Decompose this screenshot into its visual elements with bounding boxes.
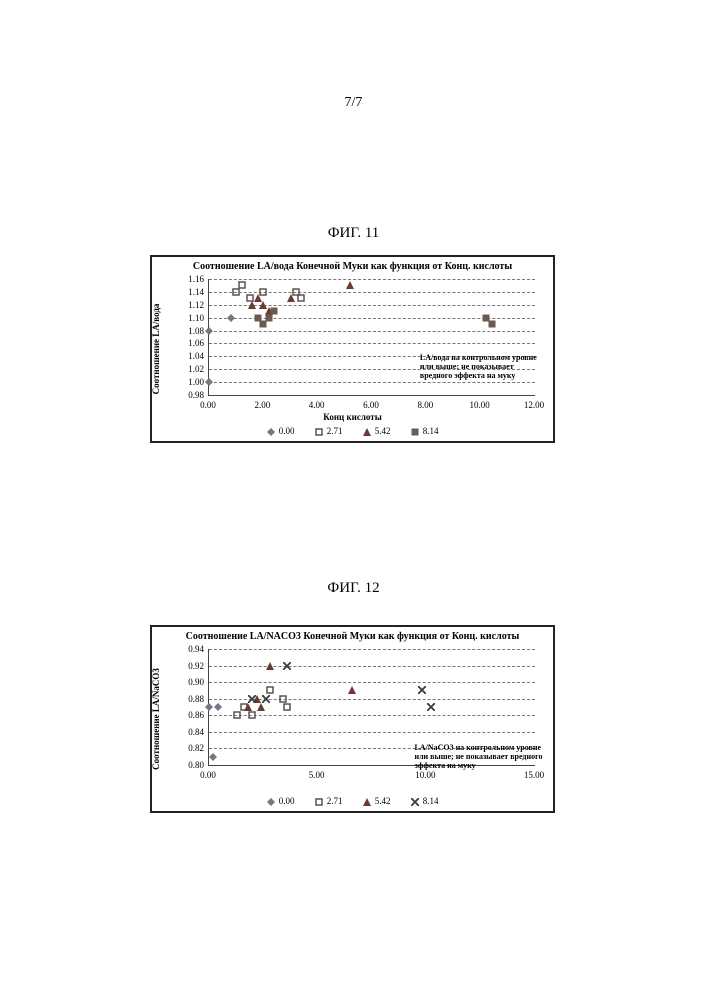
data-point <box>248 690 256 708</box>
y-tick: 1.12 <box>160 300 204 310</box>
x-tick: 10.00 <box>415 770 435 780</box>
legend-item: 0.00 <box>267 426 295 436</box>
data-point <box>262 690 270 708</box>
figure-11-chart: Соотношение LA/вода Конечной Муки как фу… <box>150 255 555 443</box>
x-tick: 0.00 <box>200 400 216 410</box>
legend-item: 2.71 <box>315 426 343 436</box>
data-point <box>270 302 278 320</box>
data-point <box>297 289 305 307</box>
data-point <box>266 657 274 675</box>
x-tick: 4.00 <box>309 400 325 410</box>
data-point <box>427 698 435 716</box>
x-tick: 15.00 <box>524 770 544 780</box>
figure-12-label: ФИГ. 12 <box>0 580 707 597</box>
data-point <box>214 698 222 716</box>
chart-title: Соотношение LA/NACO3 Конечной Муки как ф… <box>152 627 553 642</box>
data-point <box>283 698 291 716</box>
figure-12-chart: Соотношение LA/NACO3 Конечной Муки как ф… <box>150 625 555 813</box>
legend: 0.00 2.71 5.42 8.14 <box>152 794 553 811</box>
x-tick: 0.00 <box>200 770 216 780</box>
x-tick: 12.00 <box>524 400 544 410</box>
data-point <box>227 309 235 327</box>
data-point <box>283 657 291 675</box>
y-tick: 1.02 <box>160 364 204 374</box>
y-tick: 1.06 <box>160 338 204 348</box>
y-tick: 0.86 <box>160 710 204 720</box>
legend-item: 2.71 <box>315 796 343 806</box>
plot-wrap: Соотношение LA/NaCO3 0.800.820.840.860.8… <box>160 644 545 794</box>
x-tick: 5.00 <box>309 770 325 780</box>
y-tick: 0.82 <box>160 743 204 753</box>
data-point <box>346 276 354 294</box>
page-number: 7/7 <box>0 95 707 111</box>
annotation-text: LA/вода на контрольном уровне или выше; … <box>420 353 545 381</box>
y-tick: 1.10 <box>160 313 204 323</box>
y-tick: 0.84 <box>160 727 204 737</box>
figure-11-label: ФИГ. 11 <box>0 225 707 242</box>
x-tick: 8.00 <box>417 400 433 410</box>
data-point <box>205 698 213 716</box>
x-tick: 6.00 <box>363 400 379 410</box>
legend: 0.00 2.71 5.42 8.14 <box>152 424 553 441</box>
data-point <box>209 748 217 766</box>
chart-title: Соотношение LA/вода Конечной Муки как фу… <box>152 257 553 272</box>
data-point <box>287 289 295 307</box>
annotation-text: LA/NaCO3 на контрольном уровне или выше;… <box>414 743 545 771</box>
plot-wrap: Соотношение LA/вода Конц кислоты 0.981.0… <box>160 274 545 424</box>
y-tick: 0.90 <box>160 677 204 687</box>
x-axis-label: Конц кислоты <box>323 412 381 422</box>
data-point <box>348 681 356 699</box>
x-tick: 2.00 <box>254 400 270 410</box>
data-point <box>205 322 213 340</box>
y-tick: 0.98 <box>160 390 204 400</box>
legend-item: 0.00 <box>267 796 295 806</box>
legend-item: 8.14 <box>411 426 439 436</box>
legend-item: 5.42 <box>363 796 391 806</box>
legend-item: 5.42 <box>363 426 391 436</box>
y-tick: 0.94 <box>160 644 204 654</box>
data-point <box>238 276 246 294</box>
y-tick: 1.08 <box>160 326 204 336</box>
y-tick: 0.88 <box>160 694 204 704</box>
y-tick: 0.92 <box>160 661 204 671</box>
x-tick: 10.00 <box>470 400 490 410</box>
legend-item: 8.14 <box>411 796 439 806</box>
data-point <box>205 373 213 391</box>
page: 7/7 ФИГ. 11 Соотношение LA/вода Конечной… <box>0 0 707 1000</box>
data-point <box>418 681 426 699</box>
y-tick: 1.16 <box>160 274 204 284</box>
y-tick: 1.04 <box>160 351 204 361</box>
data-point <box>488 315 496 333</box>
y-tick: 1.14 <box>160 287 204 297</box>
y-tick: 1.00 <box>160 377 204 387</box>
y-tick: 0.80 <box>160 760 204 770</box>
